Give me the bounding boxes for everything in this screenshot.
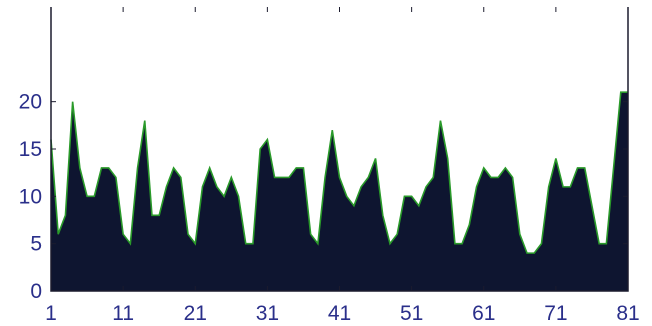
y-tick-label: 0 [30,280,42,303]
x-axis-ticks: 1 11 21 31 41 51 61 71 81 [45,7,640,325]
y-tick-label: 10 [19,185,42,208]
x-tick-label: 21 [184,302,207,325]
plot-area [50,7,629,292]
x-tick-label: 1 [45,302,57,325]
x-tick-label: 31 [256,302,279,325]
x-tick-label: 41 [328,302,351,325]
x-tick-label: 81 [616,302,639,325]
series-line [50,91,628,254]
x-tick-label: 11 [112,302,134,325]
y-tick-label: 15 [19,138,42,161]
y-axis-ticks: 0 5 10 15 20 [19,91,628,303]
x-tick-label: 61 [472,302,495,325]
x-tick-label: 51 [400,302,423,325]
y-tick-label: 5 [30,233,42,256]
area-fill [51,92,628,291]
x-tick-label: 71 [544,302,567,325]
y-tick-label: 20 [19,91,42,114]
